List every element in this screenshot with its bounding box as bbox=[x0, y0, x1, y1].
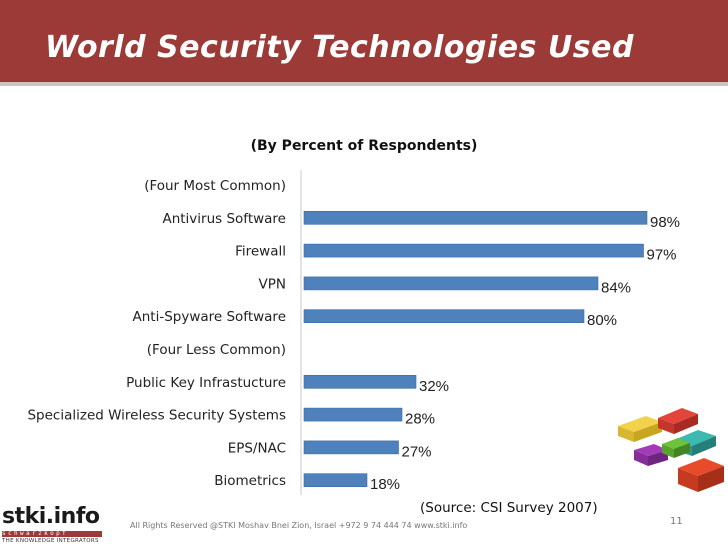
data-label: 32% bbox=[419, 378, 449, 395]
logo-text: stki.info bbox=[2, 504, 100, 529]
data-label: 97% bbox=[647, 247, 677, 264]
orange-red-block bbox=[678, 458, 724, 492]
logo-tagline: THE KNOWLEDGE INTEGRATORS bbox=[2, 538, 99, 544]
category-label: Public Key Infrastucture bbox=[126, 375, 286, 391]
green-block bbox=[662, 438, 690, 458]
data-label: 84% bbox=[601, 279, 631, 296]
category-label: EPS/NAC bbox=[228, 440, 286, 456]
stki-logo: stki.info schwarzkopf THE KNOWLEDGE INTE… bbox=[2, 504, 112, 544]
data-label: 98% bbox=[650, 214, 680, 231]
data-label: 27% bbox=[402, 443, 432, 460]
category-label: Firewall bbox=[235, 244, 286, 260]
category-label: Specialized Wireless Security Systems bbox=[27, 408, 286, 424]
bar bbox=[303, 375, 417, 389]
page-number: 11 bbox=[670, 516, 683, 527]
category-label: VPN bbox=[259, 276, 286, 292]
bar bbox=[303, 440, 399, 455]
lego-blocks-decoration bbox=[618, 408, 724, 492]
data-label: 80% bbox=[587, 312, 617, 329]
red-block bbox=[658, 408, 698, 434]
bar bbox=[303, 243, 644, 258]
bar-chart: (By Percent of Respondents) (Four Most C… bbox=[27, 138, 680, 495]
chart-source: (Source: CSI Survey 2007) bbox=[420, 500, 598, 516]
bar bbox=[303, 276, 599, 291]
group-heading-label: (Four Most Common) bbox=[144, 178, 286, 194]
footer-text: All Rights Reserved @STKI Moshav Bnei Zi… bbox=[130, 521, 468, 530]
data-label: 28% bbox=[405, 411, 435, 428]
bar bbox=[303, 473, 368, 488]
bar bbox=[303, 407, 403, 422]
slide-title: World Security Technologies Used bbox=[45, 30, 634, 65]
bar bbox=[303, 309, 585, 323]
category-label: Antivirus Software bbox=[162, 211, 286, 227]
category-label: Anti-Spyware Software bbox=[132, 309, 286, 325]
yellow-block bbox=[618, 416, 662, 442]
logo-bar-text: schwarzkopf bbox=[2, 531, 102, 537]
slide-header: World Security Technologies Used bbox=[0, 0, 728, 86]
category-label: Biometrics bbox=[214, 473, 286, 489]
group-heading-label: (Four Less Common) bbox=[147, 342, 286, 358]
purple-block bbox=[634, 444, 668, 466]
data-label: 18% bbox=[370, 476, 400, 493]
bar bbox=[303, 211, 648, 225]
chart-subtitle: (By Percent of Respondents) bbox=[251, 138, 478, 154]
